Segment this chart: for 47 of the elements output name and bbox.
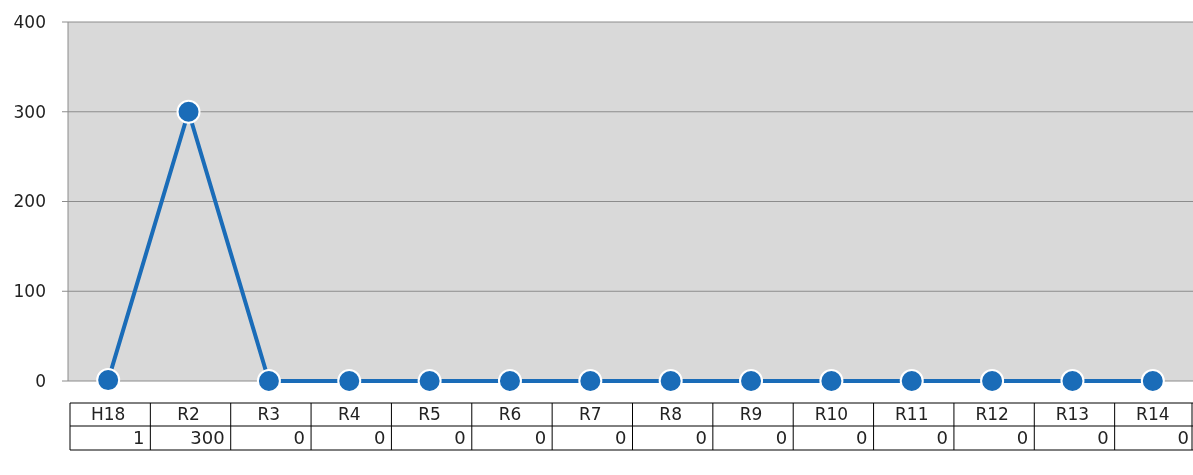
point [497, 369, 522, 393]
data-label: 0 [775, 427, 788, 449]
x-tick-label: R14 [1136, 404, 1170, 425]
point [980, 369, 1005, 393]
x-tick-label: R2 [177, 404, 200, 425]
data-label: 0 [695, 427, 707, 449]
point [96, 368, 121, 393]
x-tick-label: R3 [257, 404, 281, 425]
point [1060, 369, 1085, 393]
point [739, 369, 764, 393]
x-tick-label: R11 [895, 404, 929, 425]
x-tick-label: R5 [418, 404, 441, 425]
data-label: 0 [856, 427, 868, 449]
data-label: 0 [293, 427, 306, 449]
data-label: 0 [615, 427, 627, 449]
data-label: 0 [936, 427, 948, 449]
data-label: 0 [1016, 427, 1029, 449]
data-label: 0 [373, 427, 386, 449]
x-tick-label: R6 [498, 404, 522, 425]
x-tick-label: R9 [739, 404, 763, 425]
point [337, 369, 362, 393]
data-label: 0 [1097, 427, 1109, 449]
point [176, 99, 201, 124]
point [658, 369, 683, 393]
point [417, 369, 442, 393]
x-tick-label: R10 [814, 404, 849, 425]
data-label: 0 [534, 427, 547, 449]
x-tick-label: R7 [579, 404, 602, 425]
point [578, 369, 603, 393]
x-tick-label: R12 [975, 404, 1009, 425]
point [899, 369, 924, 393]
y-tick-label: 0 [35, 370, 46, 391]
point [1140, 369, 1165, 393]
x-tick-label: R8 [659, 404, 682, 425]
point [256, 369, 281, 393]
y-tick-label: 200 [13, 191, 46, 212]
point [819, 369, 844, 393]
data-label: 0 [454, 427, 466, 449]
x-tick-label: R13 [1055, 404, 1090, 425]
y-tick-label: 400 [13, 11, 46, 32]
data-label: 1 [132, 427, 145, 449]
x-tick-label: R4 [337, 404, 361, 425]
y-tick-label: 100 [13, 281, 46, 302]
data-label: 0 [1177, 427, 1189, 449]
x-tick-label: H18 [90, 404, 126, 425]
data-label: 300 [190, 427, 225, 449]
y-tick-label: 300 [13, 101, 46, 122]
